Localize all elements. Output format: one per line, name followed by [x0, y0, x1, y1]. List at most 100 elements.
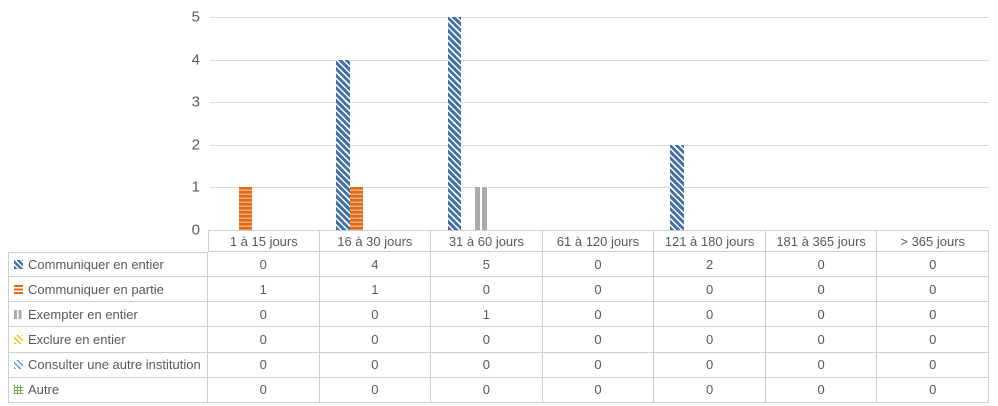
gridline [210, 59, 989, 61]
value-cell: 0 [542, 277, 655, 303]
bar [336, 59, 350, 230]
value-cell: 0 [319, 302, 432, 328]
bar-slot [474, 17, 489, 230]
bar-slot [572, 17, 586, 230]
value-cell: 0 [208, 377, 320, 403]
value-cell: 0 [877, 302, 989, 328]
bar-slot [893, 17, 907, 230]
vertical-pattern-icon [14, 309, 23, 319]
bar-group [544, 17, 655, 230]
horizontal-pattern-icon [14, 284, 23, 294]
value-cell: 0 [319, 352, 432, 378]
series-label-cell: Exclure en entier [8, 327, 208, 353]
y-axis-tick-label: 0 [191, 221, 200, 239]
bar-group [210, 17, 321, 230]
value-cell: 0 [208, 302, 320, 328]
series-label: Consulter une autre institution [28, 357, 201, 373]
bar-slot [279, 17, 293, 230]
value-cell: 0 [877, 352, 989, 378]
value-cell: 0 [877, 252, 989, 278]
bar-slot [586, 17, 600, 230]
value-cell: 2 [654, 252, 766, 278]
bar-slot [377, 17, 391, 230]
value-cell: 0 [208, 252, 320, 278]
y-axis-tick-label: 1 [191, 178, 200, 196]
value-cell: 5 [431, 252, 543, 278]
value-cell: 0 [654, 377, 766, 403]
category-header-cell: 1 à 15 jours [208, 230, 320, 252]
category-header-cell: 121 à 180 jours [654, 230, 766, 252]
series-label: Communiquer en entier [28, 257, 164, 273]
value-cell: 0 [877, 277, 989, 303]
series-label: Communiquer en partie [28, 281, 164, 297]
series-label-cell: Autre [8, 377, 208, 403]
bar-slot [293, 17, 307, 230]
bar-slot [447, 17, 462, 230]
value-cell: 0 [542, 352, 655, 378]
bar-slot [238, 17, 253, 230]
value-cell: 0 [765, 327, 878, 353]
value-cell: 1 [431, 302, 543, 328]
bar-slot [738, 17, 752, 230]
value-cell: 0 [765, 377, 878, 403]
series-label-cell: Exempter en entier [8, 302, 208, 328]
bar-slot [809, 17, 823, 230]
bar-groups [210, 17, 989, 230]
plot-area [210, 17, 989, 230]
value-cell: 0 [877, 377, 989, 403]
category-header-cell: 61 à 120 jours [542, 230, 655, 252]
bar-group [766, 17, 877, 230]
diagonal-pattern-icon [14, 260, 23, 270]
bar-group [433, 17, 544, 230]
y-axis: 0 1 2 3 4 5 [0, 9, 204, 239]
value-cell: 0 [431, 327, 543, 353]
bar-slot [947, 17, 961, 230]
value-cell: 0 [654, 352, 766, 378]
table-corner-cell [8, 230, 208, 252]
series-label-cell: Communiquer en entier [8, 252, 208, 278]
value-cell: 0 [319, 377, 432, 403]
bar-slot [711, 17, 725, 230]
bar [670, 144, 684, 230]
value-cell: 4 [319, 252, 432, 278]
value-cell: 0 [542, 327, 655, 353]
y-axis-tick-label: 5 [191, 8, 200, 26]
bar-slot [849, 17, 863, 230]
bar-group [878, 17, 989, 230]
value-cell: 1 [208, 277, 320, 303]
category-header-cell: > 365 jours [877, 230, 989, 252]
value-cell: 0 [542, 302, 655, 328]
bar-slot [697, 17, 711, 230]
gridline [210, 187, 989, 189]
data-table: 1 à 15 jours 16 à 30 jours 31 à 60 jours 61… [8, 230, 989, 403]
bar-slot [252, 17, 266, 230]
bar [349, 187, 364, 230]
value-cell: 0 [765, 352, 878, 378]
category-header-cell: 31 à 60 jours [431, 230, 543, 252]
bar-slot [559, 17, 573, 230]
value-cell: 0 [654, 302, 766, 328]
bar-group [655, 17, 766, 230]
bar-slot [782, 17, 796, 230]
bar-slot [920, 17, 934, 230]
bar-slot [336, 17, 350, 230]
diagonal-light-pattern-icon [14, 335, 23, 345]
bar-slot [960, 17, 974, 230]
bar-slot [822, 17, 836, 230]
series-label: Exclure en entier [28, 332, 126, 348]
diagonal-thin-pattern-icon [14, 360, 23, 370]
series-label-cell: Communiquer en partie [8, 277, 208, 303]
bar-slot [515, 17, 529, 230]
y-axis-tick-label: 2 [191, 136, 200, 154]
y-axis-tick-label: 4 [191, 51, 200, 69]
value-cell: 0 [431, 377, 543, 403]
bar-slot [795, 17, 809, 230]
category-header-cell: 181 à 365 jours [765, 230, 878, 252]
gridline [210, 102, 989, 104]
hash-pattern-icon [14, 385, 23, 395]
value-cell: 0 [208, 352, 320, 378]
bar-slot [836, 17, 850, 230]
value-cell: 0 [765, 252, 878, 278]
value-cell: 0 [765, 277, 878, 303]
